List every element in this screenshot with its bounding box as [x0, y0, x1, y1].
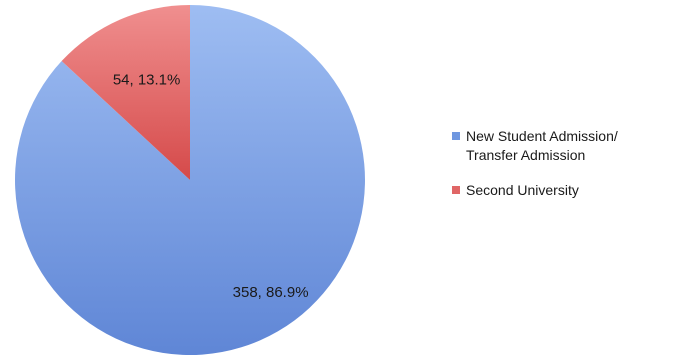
pie-slices: [14, 4, 365, 356]
legend-item: New Student Admission/Transfer Admission: [452, 127, 682, 165]
pie-slice-1: [61, 4, 190, 180]
legend: New Student Admission/Transfer Admission…: [452, 127, 682, 216]
legend-swatch: [452, 132, 460, 140]
pie-data-label-1: 54, 13.1%: [113, 72, 181, 89]
legend-item: Second University: [452, 181, 682, 200]
pie-data-labels: 358, 86.9% 54, 13.1%: [113, 72, 309, 301]
legend-label-line: Transfer Admission: [466, 147, 586, 163]
legend-label-line: New Student Admission/: [466, 128, 618, 144]
legend-label-line: Second University: [466, 182, 579, 198]
pie-slice-0: [14, 5, 365, 356]
legend-swatch: [452, 186, 460, 194]
pie-data-label-0: 358, 86.9%: [233, 284, 309, 301]
